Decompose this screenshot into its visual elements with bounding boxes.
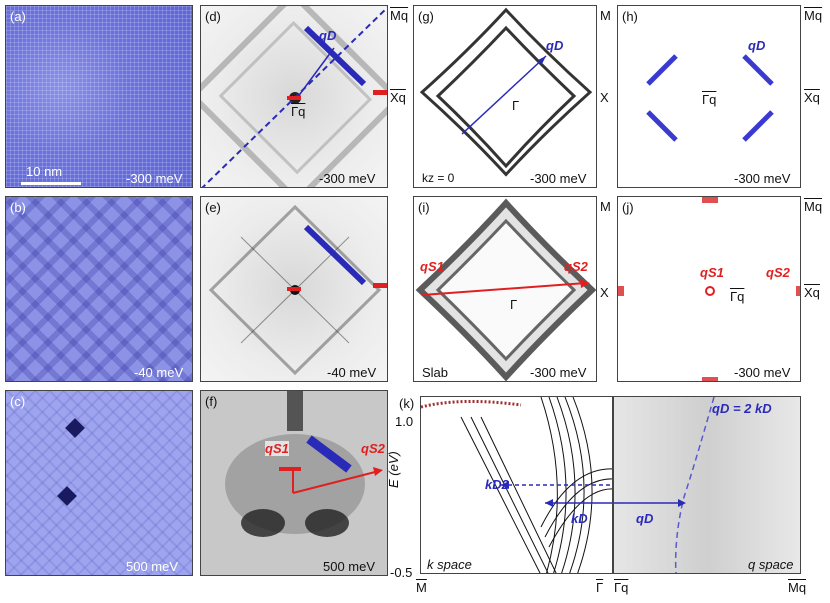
panel-j-gamma: Γq bbox=[730, 289, 745, 304]
panel-c-energy: 500 meV bbox=[126, 559, 179, 574]
panel-f-energy: 500 meV bbox=[323, 559, 376, 574]
panel-g-qd: qD bbox=[546, 38, 564, 53]
panel-f-svg bbox=[201, 391, 387, 575]
panel-f-qs2: qS2 bbox=[361, 441, 385, 456]
panel-k-ylabel: E (eV) bbox=[386, 451, 401, 488]
panel-a-tag: (a) bbox=[10, 9, 26, 24]
k-xtick-mq: Mq bbox=[788, 580, 807, 595]
panel-c-tag: (c) bbox=[10, 394, 26, 409]
panel-h-gamma: Γq bbox=[702, 92, 717, 107]
panel-h-tag: (h) bbox=[622, 9, 638, 24]
panel-e-energy: -40 meV bbox=[327, 365, 377, 380]
scalebar bbox=[21, 182, 81, 185]
panel-d-qd: qD bbox=[319, 28, 337, 43]
h-side-mid: Xq bbox=[804, 90, 820, 105]
panel-g-energy: -300 meV bbox=[530, 171, 587, 186]
panel-j-qs1: qS1 bbox=[700, 265, 724, 280]
panel-g-svg bbox=[419, 7, 593, 177]
k-xtick-gamma: Γ bbox=[596, 580, 604, 595]
panel-i-tag: (i) bbox=[418, 200, 430, 215]
panel-h-qd: qD bbox=[748, 38, 766, 53]
j-side-top: Mq bbox=[804, 199, 823, 214]
i-side-mid: X bbox=[600, 285, 609, 300]
d-side-top: Mq bbox=[390, 8, 409, 23]
panel-h-svg bbox=[646, 54, 774, 142]
panel-j-energy: -300 meV bbox=[734, 365, 791, 380]
panel-d-tag: (d) bbox=[205, 9, 221, 24]
panel-b-stm: (b) -40 meV bbox=[5, 196, 193, 382]
panel-f-qs1: qS1 bbox=[265, 441, 289, 456]
k-xtick-gammaq: Γq bbox=[614, 580, 629, 595]
panel-i-qs2: qS2 bbox=[564, 259, 588, 274]
panel-g-kz: kz = 0 bbox=[422, 171, 455, 185]
panel-g-tag: (g) bbox=[418, 9, 434, 24]
panel-d-energy: -300 meV bbox=[319, 171, 376, 186]
panel-a-stm: (a) 10 nm -300 meV bbox=[5, 5, 193, 188]
g-side-mid: X bbox=[600, 90, 609, 105]
panel-k-bands-svg bbox=[421, 397, 612, 573]
defect-dark-2 bbox=[57, 486, 77, 506]
panel-j-qs2: qS2 bbox=[766, 265, 790, 280]
panel-k-ybot: -0.5 bbox=[390, 565, 413, 580]
panel-i-slab: (i) qS1 qS2 Γ Slab -300 meV bbox=[413, 196, 597, 382]
panel-g-bands: (g) qD Γ kz = 0 -300 meV bbox=[413, 5, 597, 188]
panel-k-eq: qD = 2 kD bbox=[712, 401, 772, 416]
panel-f-tag: (f) bbox=[205, 394, 218, 409]
defect-dark-1 bbox=[65, 418, 85, 438]
panel-b-energy: -40 meV bbox=[134, 365, 184, 380]
panel-f-fft: (f) qS1 qS2 500 meV bbox=[200, 390, 388, 576]
panel-g-gamma: Γ bbox=[512, 98, 520, 113]
panel-e-tag: (e) bbox=[205, 200, 221, 215]
panel-e-fft: (e) -40 meV bbox=[200, 196, 388, 382]
panel-k-qspace-label: q space bbox=[748, 557, 794, 572]
panel-k-tag: (k) bbox=[399, 396, 415, 411]
panel-i-qs1: qS1 bbox=[420, 259, 444, 274]
panel-e-svg bbox=[208, 204, 387, 376]
panel-k-ytop: 1.0 bbox=[395, 414, 414, 429]
panel-j-qmap: (j) qS1 qS2 Γq -300 meV bbox=[617, 196, 801, 382]
h-side-top: Mq bbox=[804, 8, 823, 23]
panel-j-svg bbox=[618, 197, 800, 381]
panel-d-gamma: Γq bbox=[291, 104, 306, 119]
panel-k-kspace: kD2 kD k space bbox=[420, 396, 613, 574]
j-side-mid: Xq bbox=[804, 285, 820, 300]
scalebar-label: 10 nm bbox=[26, 164, 63, 179]
panel-c-stm: (c) 500 meV bbox=[5, 390, 193, 576]
panel-k-qspace: qD = 2 kD qD q space bbox=[613, 396, 801, 574]
panel-k-kspace-label: k space bbox=[427, 557, 472, 572]
panel-j-tag: (j) bbox=[622, 200, 634, 215]
panel-i-gamma: Γ bbox=[510, 297, 518, 312]
panel-h-energy: -300 meV bbox=[734, 171, 791, 186]
panel-i-svg bbox=[415, 198, 596, 381]
panel-d-svg bbox=[201, 6, 387, 187]
panel-b-tag: (b) bbox=[10, 200, 26, 215]
panel-k-kd: kD bbox=[571, 511, 588, 526]
i-side-top: M bbox=[600, 199, 611, 214]
panel-k-qspace-svg bbox=[614, 397, 715, 573]
panel-i-slab: Slab bbox=[422, 365, 449, 380]
panel-k-kd2: kD2 bbox=[485, 477, 509, 492]
panel-h-qmap: (h) qD Γq -300 meV bbox=[617, 5, 801, 188]
g-side-top: M bbox=[600, 8, 611, 23]
panel-a-energy: -300 meV bbox=[126, 171, 183, 186]
panel-k-qd: qD bbox=[636, 511, 654, 526]
d-side-mid: Xq bbox=[390, 90, 406, 105]
panel-d-fft: (d) qD Γq -300 meV bbox=[200, 5, 388, 188]
k-xtick-m: M bbox=[416, 580, 427, 595]
panel-i-energy: -300 meV bbox=[530, 365, 587, 380]
